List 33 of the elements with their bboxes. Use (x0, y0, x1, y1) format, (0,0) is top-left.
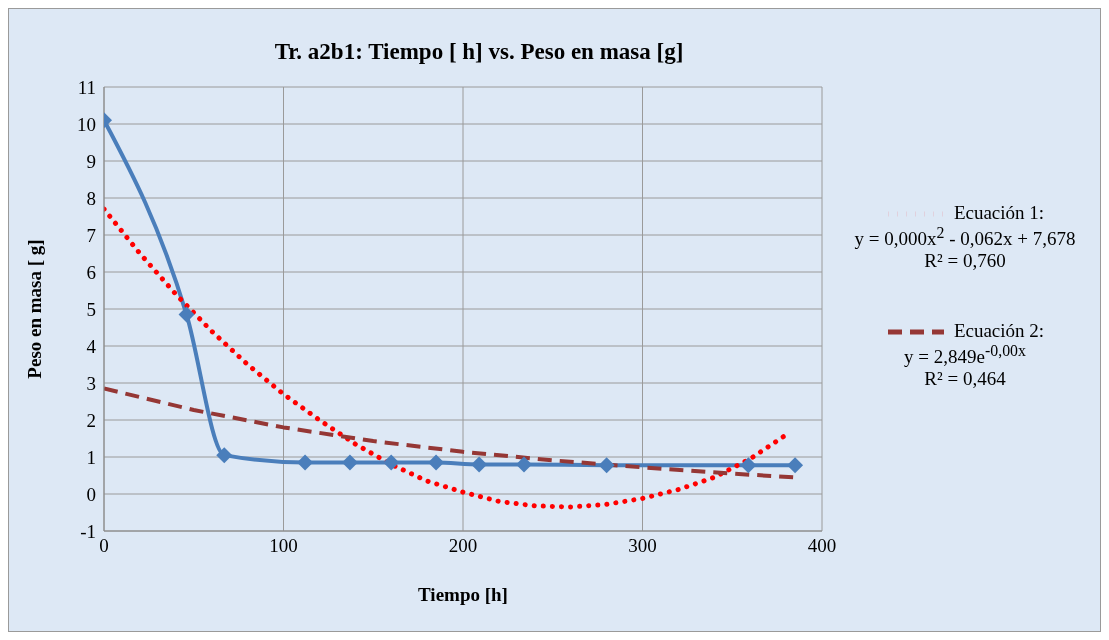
legend-label: Ecuación 2: y = 2,849e$^{-0,00x}$ R² = 0,464 (904, 320, 1045, 390)
y-tick-label: 4 (86, 335, 97, 357)
y-tick-label: 3 (86, 372, 96, 394)
point (178, 306, 195, 323)
y-tick-label: 9 (86, 150, 96, 172)
point (297, 454, 314, 471)
x-tick-label: 100 (269, 535, 298, 557)
x-axis-title: Tiempo [h] (418, 584, 508, 605)
y-tick-label: 11 (77, 76, 96, 98)
x-tick-label: 200 (448, 535, 478, 557)
point (740, 457, 757, 474)
x-tick-label: 300 (628, 535, 657, 557)
point (516, 456, 533, 473)
y-axis-title: Peso en masa [ g] (23, 239, 45, 379)
point (787, 457, 804, 474)
point (598, 457, 615, 474)
y-tick-label: -1 (80, 520, 96, 542)
point (383, 454, 400, 471)
x-tick-label: 400 (807, 535, 837, 557)
y-tick-label: 10 (77, 113, 96, 135)
chart-title: Tr. a2b1: Tiempo [ h] vs. Peso en masa [g] (273, 39, 685, 65)
y-tick-label: 2 (86, 409, 96, 431)
y-tick-label: 8 (86, 187, 96, 209)
legend-label: Ecuación 1: y = 0,000x$^{2}$ - 0,062x + 7,678 R² = 0,760 (854, 201, 1076, 271)
y-tick-label: 0 (86, 483, 96, 505)
y-tick-label: 7 (86, 224, 96, 246)
point (471, 456, 488, 473)
y-tick-label: 5 (86, 298, 96, 320)
point (216, 447, 233, 464)
y-tick-label: 6 (86, 261, 96, 283)
point (341, 454, 358, 471)
y-tick-label: 1 (86, 446, 96, 468)
point (428, 454, 445, 471)
